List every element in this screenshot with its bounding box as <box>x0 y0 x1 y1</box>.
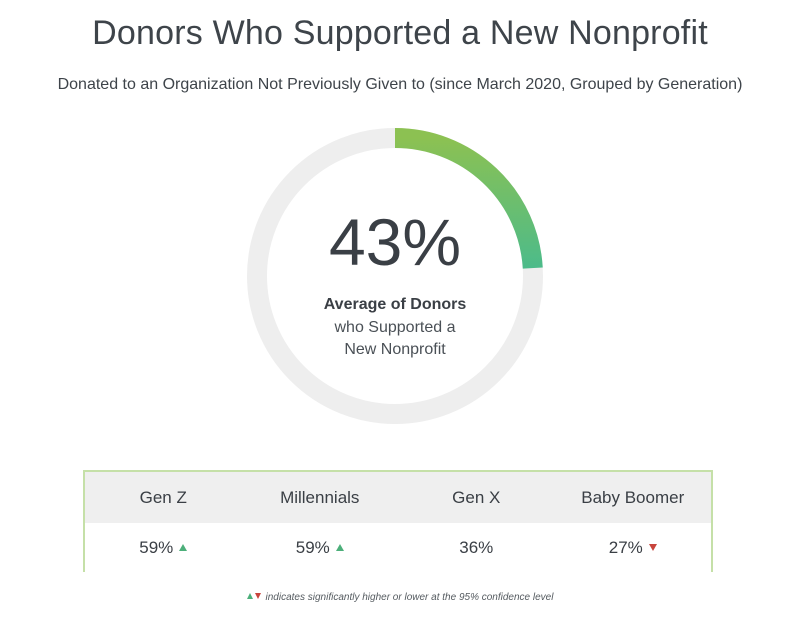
donut-center: 43% Average of Donors who Supported a Ne… <box>245 126 545 426</box>
generation-value-row: 59% 59% 36% 27% <box>85 523 711 572</box>
generation-value-cell-boomer: 27% <box>555 538 712 558</box>
arrow-up-icon <box>335 543 344 551</box>
footnote-text: indicates significantly higher or lower … <box>265 592 554 603</box>
generation-value-cell-millennials: 59% <box>242 538 399 558</box>
generation-value-cell-genx: 36% <box>398 538 555 558</box>
arrow-down-icon <box>648 543 657 551</box>
center-label-line3: New Nonprofit <box>344 341 446 358</box>
chart-subtitle: Donated to an Organization Not Previousl… <box>57 76 743 93</box>
arrow-up-icon <box>179 543 188 551</box>
legend-arrow-down-icon <box>254 593 261 599</box>
generation-value-genz: 59% <box>139 537 174 557</box>
generation-value-boomer: 27% <box>608 537 643 557</box>
generation-header-millennials: Millennials <box>280 487 360 507</box>
center-label-line2: who Supported a <box>334 319 456 336</box>
legend-arrow-up-icon <box>246 593 253 599</box>
center-label-bold: Average of Donors <box>323 296 467 313</box>
generation-header-genz: Gen Z <box>139 487 187 507</box>
chart-title: Donors Who Supported a New Nonprofit <box>92 14 708 52</box>
center-value: 43% <box>328 205 462 279</box>
generation-header-genx: Gen X <box>452 487 501 507</box>
donut-value-arc <box>394 128 543 269</box>
generation-value-millennials: 59% <box>295 537 330 557</box>
footnote: indicates significantly higher or lower … <box>0 592 800 603</box>
generation-value-genx: 36% <box>459 537 494 557</box>
generation-header-row: Gen Z Millennials Gen X Baby Boomer <box>85 472 711 523</box>
generation-table: Gen Z Millennials Gen X Baby Boomer 59% … <box>83 470 713 572</box>
generation-header-boomer: Baby Boomer <box>581 487 685 507</box>
donut-chart <box>247 128 543 424</box>
generation-value-cell-genz: 59% <box>85 538 242 558</box>
